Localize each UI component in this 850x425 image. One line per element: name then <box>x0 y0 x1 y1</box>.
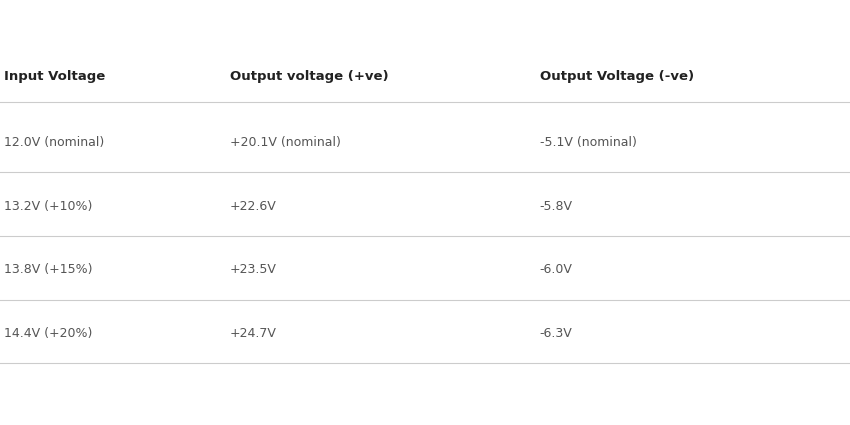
Text: Output voltage (+ve): Output voltage (+ve) <box>230 70 388 83</box>
Text: 13.2V (+10%): 13.2V (+10%) <box>4 200 93 212</box>
Text: +23.5V: +23.5V <box>230 264 276 276</box>
Text: +22.6V: +22.6V <box>230 200 276 212</box>
Text: -6.3V: -6.3V <box>540 327 573 340</box>
Text: +20.1V (nominal): +20.1V (nominal) <box>230 136 340 149</box>
Text: -5.1V (nominal): -5.1V (nominal) <box>540 136 637 149</box>
Text: 12.0V (nominal): 12.0V (nominal) <box>4 136 105 149</box>
Text: 14.4V (+20%): 14.4V (+20%) <box>4 327 93 340</box>
Text: -5.8V: -5.8V <box>540 200 573 212</box>
Text: +24.7V: +24.7V <box>230 327 276 340</box>
Text: -6.0V: -6.0V <box>540 264 573 276</box>
Text: 13.8V (+15%): 13.8V (+15%) <box>4 264 93 276</box>
Text: Output Voltage (-ve): Output Voltage (-ve) <box>540 70 694 83</box>
Text: Input Voltage: Input Voltage <box>4 70 105 83</box>
